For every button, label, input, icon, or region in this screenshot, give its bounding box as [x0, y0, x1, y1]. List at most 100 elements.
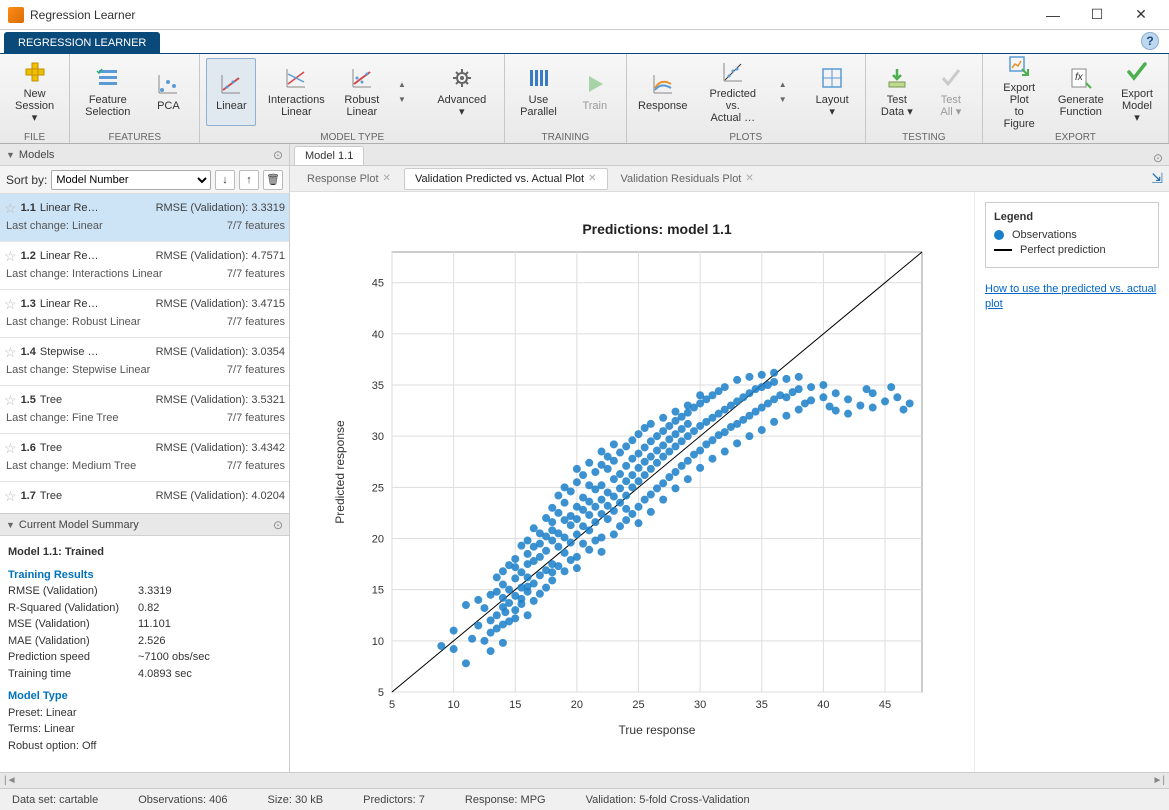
svg-text:20: 20	[372, 534, 384, 546]
check-grey-icon	[939, 66, 963, 90]
use-parallel-button[interactable]: UseParallel	[511, 58, 566, 126]
line-up-icon	[219, 72, 243, 96]
star-icon[interactable]: ☆	[4, 200, 17, 217]
model-row[interactable]: ☆1.4 Stepwise …RMSE (Validation): 3.0354…	[0, 338, 289, 386]
play-green-icon	[583, 72, 607, 96]
sort-desc-button[interactable]: ↑	[239, 170, 259, 190]
star-icon[interactable]: ☆	[4, 440, 17, 457]
line-cross-icon	[284, 66, 308, 90]
toolstrip-tabrow: REGRESSION LEARNER ?	[0, 30, 1169, 54]
summary-panel-header[interactable]: ▼ Current Model Summary ⊙	[0, 514, 289, 536]
legend-title: Legend	[994, 211, 1150, 223]
close-tab-icon[interactable]: ✕	[383, 173, 391, 184]
bars-blue-icon	[526, 66, 550, 90]
generate-function-button[interactable]: fxGenerateFunction	[1054, 58, 1108, 126]
pva-plot-icon	[721, 60, 745, 84]
svg-text:45: 45	[372, 278, 384, 290]
linear-button[interactable]: Linear	[206, 58, 256, 126]
star-icon[interactable]: ☆	[4, 392, 17, 409]
close-button[interactable]: ✕	[1121, 1, 1161, 29]
plot-tab[interactable]: Response Plot✕	[296, 168, 402, 190]
star-icon[interactable]: ☆	[4, 296, 17, 313]
model-row[interactable]: ☆1.7 TreeRMSE (Validation): 4.0204	[0, 482, 289, 514]
model-list: ☆1.1 Linear Re…RMSE (Validation): 3.3319…	[0, 194, 289, 514]
model-row[interactable]: ☆1.3 Linear Re…RMSE (Validation): 3.4715…	[0, 290, 289, 338]
svg-text:35: 35	[372, 380, 384, 392]
model-row[interactable]: ☆1.5 TreeRMSE (Validation): 3.5321Last c…	[0, 386, 289, 434]
close-tab-icon[interactable]: ✕	[588, 173, 596, 184]
svg-text:30: 30	[694, 699, 706, 711]
legend-obs: Observations	[1012, 229, 1077, 241]
plot-tab[interactable]: Validation Predicted vs. Actual Plot✕	[404, 168, 608, 190]
robust-linear-button[interactable]: RobustLinear	[336, 58, 387, 126]
status-size: Size: 30 kB	[268, 794, 324, 806]
svg-text:25: 25	[632, 699, 644, 711]
test-data-button[interactable]: TestData ▾	[872, 58, 922, 126]
gen-fn-icon: fx	[1069, 66, 1093, 90]
ribbon: NewSession ▾FILEFeatureSelectionPCAFEATU…	[0, 54, 1169, 144]
svg-text:10: 10	[448, 699, 460, 711]
layout-button[interactable]: Layout ▾	[806, 58, 859, 126]
left-panel: ▼ Models ⊙ Sort by: Model Number ↓ ↑ 🗑 ☆…	[0, 144, 290, 772]
advanced-button[interactable]: Advanced ▾	[426, 58, 499, 126]
test-all-button: TestAll ▾	[926, 58, 976, 126]
toolstrip-tab[interactable]: REGRESSION LEARNER	[4, 32, 160, 53]
sort-dropdown[interactable]: Model Number	[51, 170, 211, 190]
status-obs: Observations: 406	[138, 794, 227, 806]
sort-label: Sort by:	[6, 173, 47, 187]
model-row[interactable]: ☆1.6 TreeRMSE (Validation): 3.4342Last c…	[0, 434, 289, 482]
delete-button[interactable]: 🗑	[263, 170, 283, 190]
gallery-expand-button[interactable]: ▲▼	[777, 80, 789, 104]
response-button[interactable]: Response	[633, 58, 693, 126]
statusbar: Data set: cartable Observations: 406 Siz…	[0, 788, 1169, 810]
legend-panel: Legend Observations Perfect prediction H…	[974, 192, 1169, 772]
status-dataset: Data set: cartable	[12, 794, 98, 806]
svg-text:45: 45	[879, 699, 891, 711]
close-tab-icon[interactable]: ✕	[745, 173, 753, 184]
scatter-small-icon	[156, 72, 180, 96]
plus-yellow-icon	[23, 60, 47, 84]
status-validation: Validation: 5-fold Cross-Validation	[586, 794, 750, 806]
doc-options-icon[interactable]: ⊙	[1153, 151, 1163, 165]
gallery-expand-button[interactable]: ▲▼	[395, 80, 408, 104]
star-icon[interactable]: ☆	[4, 344, 17, 361]
panel-options-icon[interactable]: ⊙	[273, 518, 283, 532]
marker-icon	[994, 230, 1004, 240]
summary-title: Current Model Summary	[19, 519, 139, 531]
model-row[interactable]: ☆1.2 Linear Re…RMSE (Validation): 4.7571…	[0, 242, 289, 290]
star-icon[interactable]: ☆	[4, 488, 17, 505]
plot-tab[interactable]: Validation Residuals Plot✕	[610, 168, 765, 190]
star-icon[interactable]: ☆	[4, 248, 17, 265]
collapse-icon: ▼	[6, 520, 15, 530]
help-icon[interactable]: ?	[1141, 32, 1159, 50]
gear-icon	[450, 66, 474, 90]
svg-text:15: 15	[372, 585, 384, 597]
models-panel-header[interactable]: ▼ Models ⊙	[0, 144, 289, 166]
maximize-button[interactable]: ☐	[1077, 1, 1117, 29]
new-session-button[interactable]: NewSession ▾	[6, 58, 63, 126]
model-row[interactable]: ☆1.1 Linear Re…RMSE (Validation): 3.3319…	[0, 194, 289, 242]
doc-tab[interactable]: Model 1.1	[294, 146, 364, 165]
export-plot-button[interactable]: Export Plotto Figure	[989, 58, 1050, 126]
help-link[interactable]: How to use the predicted vs. actual plot	[985, 282, 1159, 313]
svg-text:35: 35	[756, 699, 768, 711]
svg-text:Predicted response: Predicted response	[333, 420, 347, 524]
titlebar: Regression Learner — ☐ ✕	[0, 0, 1169, 30]
horizontal-scrollbar[interactable]: |◄►|	[0, 772, 1169, 788]
import-green-icon	[885, 66, 909, 90]
expand-icon[interactable]: ⇲	[1151, 170, 1163, 187]
panel-options-icon[interactable]: ⊙	[273, 148, 283, 162]
pred-vs-actual-button[interactable]: Predicted vs.Actual …	[697, 58, 769, 126]
feature-selection-button[interactable]: FeatureSelection	[76, 58, 139, 126]
export-model-button[interactable]: ExportModel ▾	[1112, 58, 1162, 126]
line-icon	[994, 249, 1012, 251]
svg-text:40: 40	[372, 329, 384, 341]
interactions-linear-button[interactable]: InteractionsLinear	[260, 58, 332, 126]
models-title: Models	[19, 149, 54, 161]
svg-text:30: 30	[372, 431, 384, 443]
svg-text:5: 5	[389, 699, 395, 711]
response-plot-icon	[651, 72, 675, 96]
sort-asc-button[interactable]: ↓	[215, 170, 235, 190]
pca-button[interactable]: PCA	[143, 58, 193, 126]
minimize-button[interactable]: —	[1033, 1, 1073, 29]
